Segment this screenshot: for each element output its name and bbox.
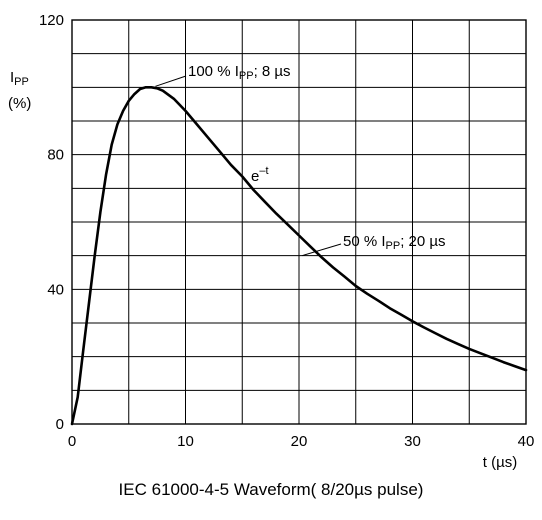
annotations: 100 % IPP; 8 µs e–t 50 % IPP; 20 µs — [155, 63, 446, 257]
y-axis-label: IPP — [10, 69, 29, 88]
tick-labels: 0 10 20 30 40 0 40 80 120 — [39, 12, 534, 450]
x-tick-label: 0 — [68, 433, 76, 450]
x-tick-label: 10 — [177, 433, 194, 450]
y-axis-label-symbol: I — [10, 69, 14, 86]
peak-annotation: 100 % IPP; 8 µs — [188, 63, 291, 82]
half-value-leader-line — [301, 243, 342, 257]
x-tick-label: 40 — [518, 433, 535, 450]
plot-frame — [71, 19, 527, 425]
y-tick-label: 0 — [56, 416, 64, 433]
peak-leader-line — [155, 75, 187, 87]
y-tick-label: 120 — [39, 12, 64, 29]
y-tick-label: 80 — [47, 147, 64, 164]
figure-caption: IEC 61000-4-5 Waveform( 8/20µs pulse) — [118, 480, 424, 499]
x-tick-label: 20 — [291, 433, 308, 450]
grid — [72, 20, 526, 424]
y-axis-label-subscript: PP — [14, 76, 29, 88]
x-tick-label: 30 — [404, 433, 421, 450]
half-value-annotation: 50 % IPP; 20 µs — [343, 233, 446, 252]
x-axis-label: t (µs) — [483, 454, 517, 471]
waveform-line — [70, 86, 528, 426]
y-axis-unit: (%) — [8, 95, 31, 112]
decay-annotation: e–t — [251, 165, 269, 185]
y-tick-label: 40 — [47, 281, 64, 298]
